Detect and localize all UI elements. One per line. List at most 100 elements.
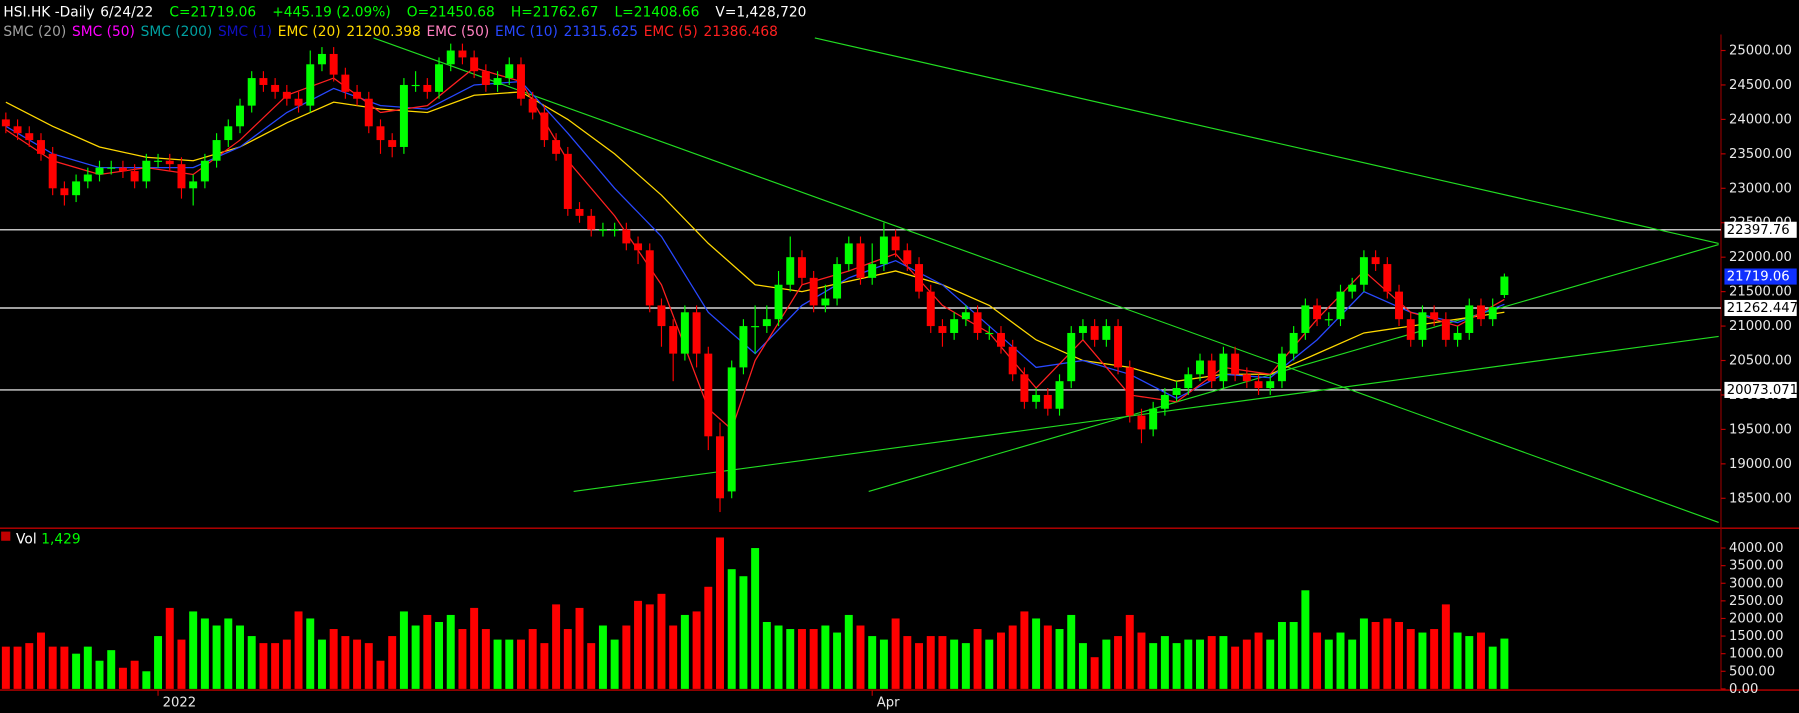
candle-body (1313, 305, 1322, 320)
candle-body (1032, 394, 1041, 402)
header-text: V=1,428,720 (715, 5, 806, 21)
y-tick-label: 24500.00 (1729, 78, 1792, 93)
volume-bar (587, 643, 596, 689)
candle-body (1090, 326, 1099, 340)
volume-bar (1488, 646, 1497, 689)
header-text: HSI.HK -Daily (3, 5, 94, 21)
candle-body (1125, 367, 1134, 416)
price-label: 21719.06 (1727, 270, 1790, 285)
volume-bar (130, 660, 139, 689)
candle-body (1406, 319, 1415, 340)
volume-bar (446, 614, 455, 689)
candle-body (399, 84, 408, 147)
candle-body (1266, 381, 1275, 389)
y-tick-label: 18500.00 (1729, 491, 1792, 506)
candle-body (224, 126, 233, 141)
trendline (573, 335, 1719, 492)
volume-bar (1289, 621, 1298, 689)
volume-bar (1359, 618, 1368, 689)
candle-body (833, 264, 842, 299)
volume-bar (1055, 629, 1064, 689)
volume-bar (60, 646, 69, 689)
volume-bar (598, 625, 607, 689)
legend-value: 21200.398 (346, 24, 420, 40)
candle-body (1500, 276, 1509, 296)
volume-tick-label: 1000.00 (1729, 647, 1784, 662)
volume-bar (1078, 643, 1087, 689)
volume-bar (259, 643, 268, 689)
volume-bar (1336, 632, 1345, 689)
candle-body (317, 53, 326, 65)
candle-body (926, 291, 935, 327)
candle-body (1160, 394, 1169, 409)
price-label-box (1724, 268, 1797, 285)
volume-bar (961, 643, 970, 689)
candle-body (1395, 291, 1404, 320)
volume-bar (481, 629, 490, 689)
candle-body (282, 91, 291, 99)
volume-bar (329, 629, 338, 689)
candle-body (634, 243, 643, 251)
header-text: +445.19 (2.09%) (272, 5, 391, 21)
candle-body (118, 167, 127, 172)
volume-bar (1430, 629, 1439, 689)
volume-bar (1090, 657, 1099, 689)
header-text: C=21719.06 (169, 5, 256, 21)
candle-body (1172, 388, 1181, 395)
volume-bar (165, 607, 174, 689)
volume-tick-label: 4000.00 (1729, 541, 1784, 556)
volume-bar (797, 629, 806, 689)
level-label: 21262.447 (1727, 301, 1798, 316)
volume-bar (704, 586, 713, 689)
volume-bar (236, 625, 244, 689)
level-label-box (1724, 221, 1797, 238)
candle-body (411, 84, 420, 87)
candle-body (973, 312, 982, 333)
candle-body (1488, 307, 1497, 320)
volume-bar (727, 569, 736, 689)
volume-bar (1067, 614, 1076, 689)
x-tick-label: 2022 (163, 696, 197, 711)
volume-bar (1137, 632, 1146, 689)
y-tick-label: 19500.00 (1729, 422, 1792, 437)
volume-bar (1371, 621, 1380, 689)
candle-body (727, 367, 736, 492)
volume-bar (423, 614, 432, 689)
y-tick-label: 21000.00 (1729, 319, 1792, 334)
volume-bar (13, 646, 22, 689)
candle-body (435, 64, 444, 92)
volume-bar (1102, 639, 1111, 689)
volume-bar (200, 618, 209, 689)
candle-body (1078, 326, 1087, 333)
candle-body (961, 312, 970, 320)
volume-bar (189, 611, 198, 689)
volume-bar (505, 639, 514, 689)
volume-tick-label: 3000.00 (1729, 576, 1784, 591)
candle-body (809, 277, 818, 306)
candle-body (154, 160, 163, 162)
volume-bar (739, 576, 748, 689)
volume-bar (833, 632, 842, 689)
candle-body (751, 326, 760, 328)
volume-bar (1301, 590, 1310, 689)
volume-bar (821, 625, 830, 689)
candle-body (1008, 346, 1017, 375)
candle-body (704, 353, 713, 437)
level-label: 20073.071 (1727, 383, 1798, 398)
volume-bar (1020, 611, 1029, 689)
volume-bar (516, 639, 525, 689)
candle-body (563, 153, 572, 209)
volume-bar (1348, 639, 1357, 689)
volume-bar (72, 653, 81, 689)
volume-bar (786, 629, 795, 689)
candle-body (271, 84, 280, 92)
candle-body (844, 243, 853, 265)
candle-body (622, 229, 631, 244)
candle-body (1324, 319, 1333, 321)
legend-value: 21315.625 (564, 24, 638, 40)
volume-bar (575, 607, 584, 689)
candle-body (13, 126, 22, 134)
header-text: H=21762.67 (511, 5, 599, 21)
volume-bar (1196, 639, 1204, 689)
